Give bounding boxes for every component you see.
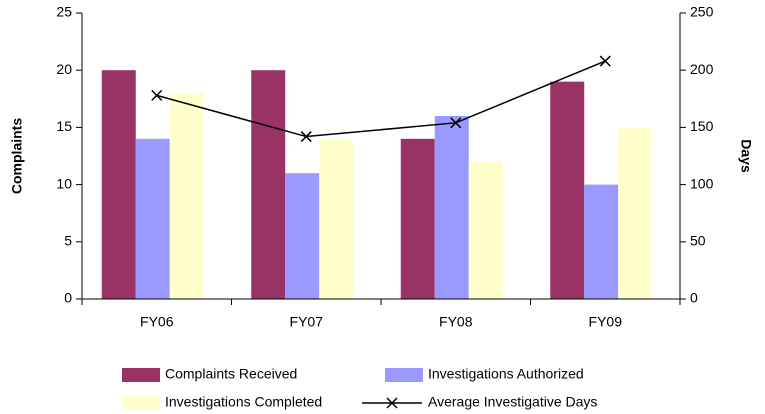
y-tick-label: 15: [56, 118, 72, 134]
bar: [550, 81, 585, 299]
legend-swatch: [122, 368, 160, 382]
bar: [584, 184, 619, 299]
y-tick-label: 25: [56, 4, 72, 20]
legend-label: Investigations Authorized: [428, 366, 584, 382]
bar: [285, 173, 320, 299]
legend-label: Investigations Completed: [165, 394, 322, 410]
y2-tick-label: 100: [690, 175, 714, 191]
bar: [169, 93, 204, 299]
legend-swatch: [122, 396, 160, 410]
x-tick-label: FY09: [589, 314, 623, 330]
y-tick-label: 5: [64, 233, 72, 249]
marker: [151, 89, 163, 101]
y-tick-label: 10: [56, 175, 72, 191]
bar: [101, 70, 136, 299]
x-tick-label: FY06: [140, 314, 174, 330]
y2-tick-label: 250: [690, 4, 714, 20]
bar: [400, 138, 435, 299]
line: [156, 60, 606, 138]
bar: [135, 138, 170, 299]
x-tick-label: FY08: [439, 314, 473, 330]
y2-tick-label: 200: [690, 61, 714, 77]
y2-tick-label: 50: [690, 233, 706, 249]
legend-label: Average Investigative Days: [428, 394, 597, 410]
y2-tick-label: 150: [690, 118, 714, 134]
marker: [599, 55, 611, 67]
marker: [450, 117, 462, 129]
marker: [300, 131, 312, 143]
y2-axis-label: Days: [738, 139, 754, 173]
bar: [319, 138, 354, 299]
y2-tick-label: 0: [690, 290, 698, 306]
y-axis-label: Complaints: [9, 118, 25, 194]
bar: [251, 70, 286, 299]
legend-marker: [386, 397, 398, 409]
y-tick-label: 20: [56, 61, 72, 77]
x-tick-label: FY07: [290, 314, 324, 330]
legend-label: Complaints Received: [165, 366, 297, 382]
bar: [618, 127, 653, 300]
y-tick-label: 0: [64, 290, 72, 306]
legend-swatch: [385, 368, 423, 382]
bar: [468, 161, 503, 299]
bar: [434, 115, 469, 300]
